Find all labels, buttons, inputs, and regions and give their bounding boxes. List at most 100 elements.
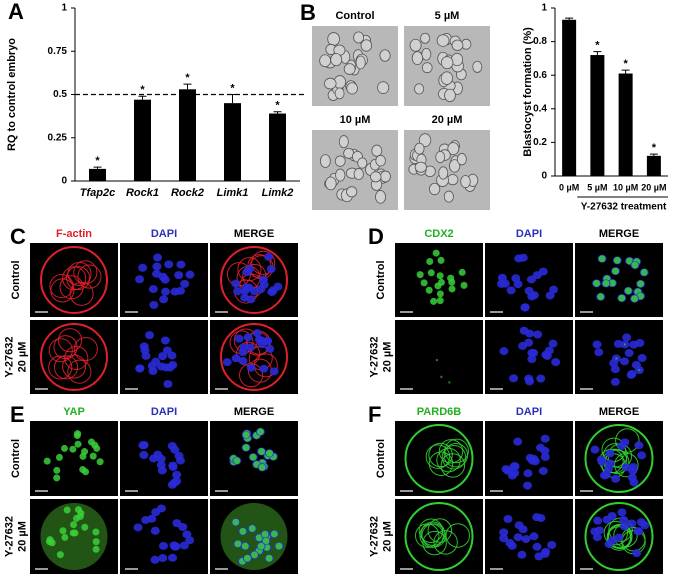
y-tick-label: 0.5 bbox=[53, 89, 67, 100]
nuclear-signal bbox=[59, 527, 67, 535]
cell-outline bbox=[53, 335, 78, 360]
column-header: YAP bbox=[63, 406, 85, 418]
nucleus bbox=[540, 549, 550, 558]
embryo bbox=[447, 142, 460, 156]
y-axis-label: RQ to control embryo bbox=[6, 38, 18, 151]
embryo bbox=[334, 155, 346, 167]
y-tick-label: 0.25 bbox=[48, 132, 68, 143]
nucleus bbox=[524, 377, 534, 386]
nucleus bbox=[545, 291, 555, 300]
nucleus bbox=[627, 473, 637, 482]
nucleus bbox=[172, 470, 182, 479]
embryo bbox=[371, 144, 383, 157]
nuclear-signal bbox=[87, 438, 95, 446]
nuclear-signal bbox=[81, 448, 89, 456]
nucleus bbox=[167, 441, 177, 450]
nucleus bbox=[593, 516, 603, 525]
nucleus bbox=[168, 553, 178, 562]
nucleus bbox=[590, 445, 600, 454]
embryo-outline bbox=[40, 323, 108, 391]
nucleus bbox=[605, 449, 615, 458]
nucleus bbox=[626, 370, 636, 379]
nucleus bbox=[521, 535, 531, 544]
embryo bbox=[444, 88, 456, 103]
nuclear-signal bbox=[256, 428, 264, 436]
nucleus bbox=[611, 474, 621, 483]
nucleus bbox=[631, 360, 641, 369]
nuclear-signal bbox=[248, 524, 256, 532]
nuclear-signal bbox=[63, 506, 71, 514]
cell-outline bbox=[427, 518, 453, 543]
nuclear-signal bbox=[232, 518, 240, 526]
nuclear-signal bbox=[74, 430, 82, 438]
nucleus bbox=[174, 451, 184, 460]
cell-outline bbox=[614, 452, 639, 478]
nuclear-signal bbox=[53, 466, 61, 474]
nuclear-signal bbox=[96, 458, 104, 466]
nuclear-signal bbox=[92, 538, 100, 546]
cell-outline bbox=[443, 442, 469, 468]
nuclear-signal bbox=[77, 509, 85, 517]
nucleus bbox=[158, 352, 168, 361]
cell-outline bbox=[440, 453, 466, 478]
nucleus bbox=[162, 346, 172, 355]
significance-marker: * bbox=[652, 142, 657, 154]
nuclear-signal bbox=[262, 537, 270, 545]
column-header: DAPI bbox=[516, 228, 542, 240]
nuclear-signal bbox=[81, 523, 89, 531]
nuclear-signal bbox=[61, 533, 69, 541]
embryo bbox=[472, 60, 483, 73]
nuclear-signal bbox=[436, 290, 444, 298]
nuclear-signal bbox=[437, 256, 445, 264]
embryo bbox=[379, 49, 391, 62]
embryo bbox=[449, 159, 461, 173]
embryo bbox=[460, 175, 471, 189]
nucleus bbox=[176, 260, 186, 269]
nucleus bbox=[506, 286, 516, 295]
bar bbox=[179, 89, 196, 181]
nucleus bbox=[172, 519, 182, 528]
cell-outline bbox=[433, 530, 458, 555]
cell-outline bbox=[608, 524, 633, 550]
nucleus bbox=[551, 358, 561, 367]
embryo bbox=[338, 135, 349, 149]
bar bbox=[618, 73, 633, 176]
nucleus bbox=[499, 528, 509, 537]
cell-outline bbox=[421, 523, 446, 548]
nucleus bbox=[160, 336, 170, 345]
nucleus bbox=[544, 346, 554, 355]
nucleus bbox=[268, 286, 278, 295]
cell-outline bbox=[441, 445, 467, 470]
nuclear-signal bbox=[74, 440, 82, 448]
nuclear-signal bbox=[613, 256, 621, 264]
nuclear-signal bbox=[425, 286, 433, 294]
nucleus bbox=[152, 262, 162, 271]
nucleus bbox=[637, 354, 647, 363]
nucleus bbox=[148, 285, 158, 294]
x-tick-label: Rock1 bbox=[126, 187, 159, 199]
nuclear-signal bbox=[435, 358, 439, 362]
nucleus bbox=[259, 280, 269, 289]
nuclear-signal bbox=[640, 268, 648, 276]
nucleus bbox=[170, 287, 180, 296]
nucleus bbox=[549, 285, 559, 294]
nuclear-signal bbox=[448, 285, 456, 293]
nucleus bbox=[156, 460, 166, 469]
micrograph bbox=[30, 243, 118, 317]
nucleus bbox=[635, 339, 645, 348]
nucleus bbox=[524, 286, 534, 295]
embryo-outline bbox=[584, 502, 654, 571]
embryo bbox=[335, 168, 346, 182]
x-tick-label: 0 µM bbox=[559, 182, 579, 192]
nucleus bbox=[604, 464, 614, 473]
nuclear-signal bbox=[631, 295, 639, 303]
nucleus bbox=[150, 526, 160, 535]
cell-outline bbox=[48, 355, 73, 380]
micrograph bbox=[575, 243, 663, 317]
nuclear-signal bbox=[427, 269, 435, 277]
embryo bbox=[429, 182, 441, 196]
x-tick-label: 5 µM bbox=[587, 182, 607, 192]
error-bar bbox=[183, 83, 192, 90]
embryo bbox=[409, 38, 422, 52]
nucleus bbox=[497, 273, 507, 282]
